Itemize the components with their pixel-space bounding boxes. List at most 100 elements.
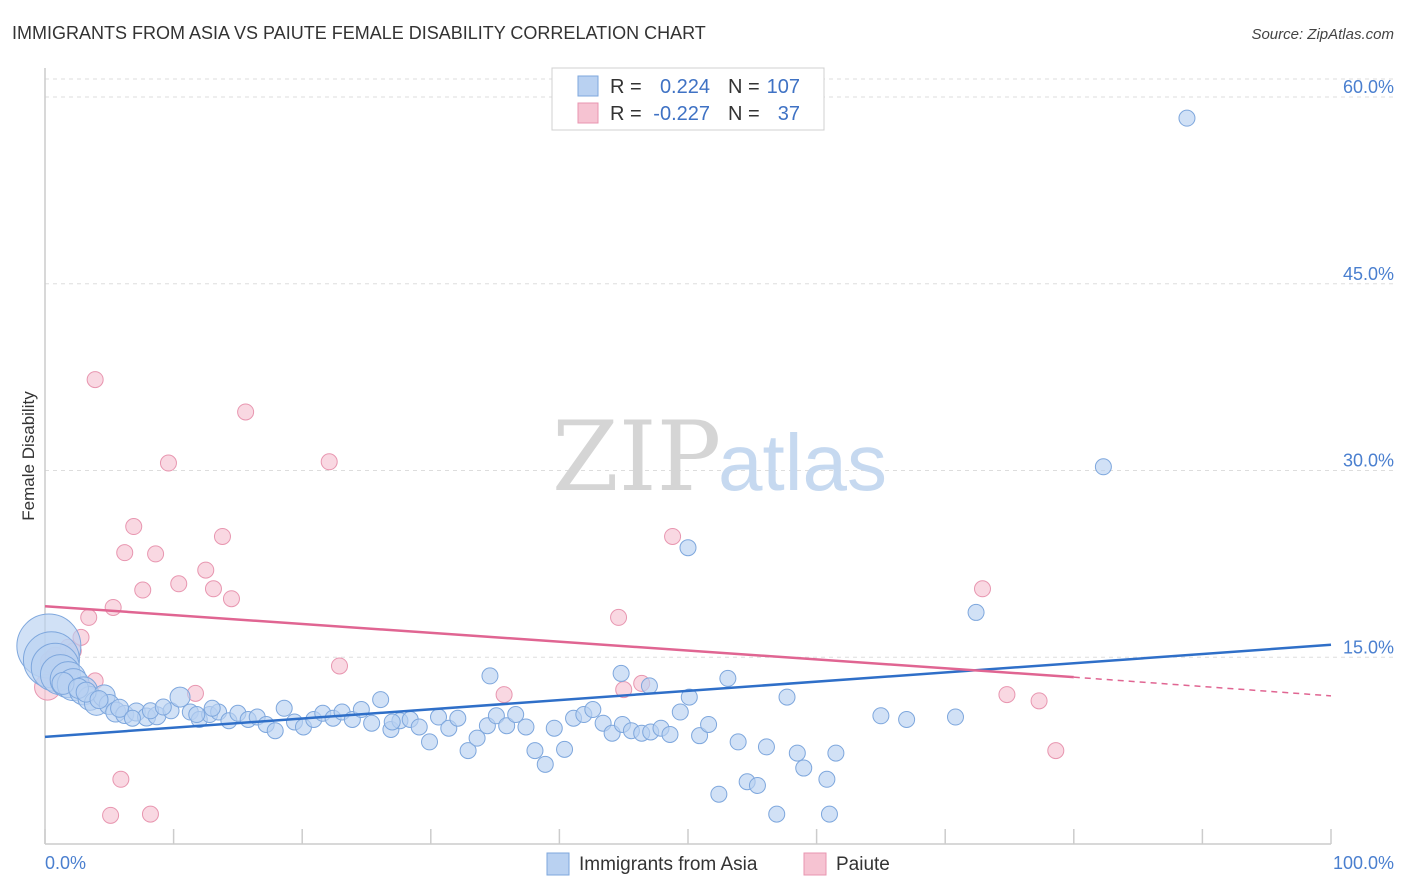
asia-point-46 <box>449 709 467 727</box>
asia-point-90 <box>778 688 796 706</box>
paiute-point-23 <box>213 527 231 545</box>
legend-r-label-asia: R = <box>610 76 642 98</box>
asia-point-94 <box>1094 458 1112 476</box>
asia-point-81 <box>612 664 630 682</box>
paiute-point-15 <box>134 581 152 599</box>
bottom-legend-swatch-paiute <box>803 852 827 876</box>
paiute-point-32 <box>495 686 513 704</box>
asia-point-57 <box>556 740 574 758</box>
asia-point-17 <box>169 686 191 708</box>
asia-point-84 <box>946 708 964 726</box>
y-axis-label: Female Disability <box>19 391 38 521</box>
asia-point-78 <box>757 738 775 756</box>
asia-point-68 <box>661 725 679 743</box>
legend-n-value-paiute: 37 <box>778 103 800 125</box>
asia-point-88 <box>820 805 838 823</box>
paiute-point-11 <box>112 770 130 788</box>
asia-points <box>16 109 1196 823</box>
x-tick-label-max: 100.0% <box>1333 853 1394 873</box>
asia-point-54 <box>526 742 544 760</box>
asia-point-71 <box>691 727 709 745</box>
bottom-legend-label-paiute: Paiute <box>836 854 890 875</box>
asia-point-53 <box>517 718 535 736</box>
legend-n-label-asia: N = <box>728 76 760 98</box>
asia-point-72 <box>700 715 718 733</box>
paiute-point-7 <box>80 608 98 626</box>
watermark-zip: ZIP <box>552 401 721 513</box>
legend-n-value-asia: 107 <box>767 76 800 98</box>
legend-r-label-paiute: R = <box>610 103 642 125</box>
paiute-point-28 <box>610 608 628 626</box>
paiute-point-36 <box>1047 742 1065 760</box>
paiute-point-13 <box>116 544 134 562</box>
paiute-point-25 <box>237 403 255 421</box>
asia-point-92 <box>898 711 916 728</box>
asia-point-60 <box>584 701 602 719</box>
bottom-legend-swatch-asia <box>546 852 570 876</box>
asia-point-37 <box>363 714 381 732</box>
paiute-point-16 <box>141 805 159 823</box>
y-tick-label-45: 45.0% <box>1343 264 1394 284</box>
asia-point-106 <box>383 713 401 731</box>
paiute-point-26 <box>320 453 338 471</box>
asia-point-27 <box>266 722 284 740</box>
y-axis-tick-labels: 15.0% 30.0% 45.0% 60.0% <box>1343 77 1394 657</box>
asia-point-83 <box>679 539 697 557</box>
paiute-point-10 <box>104 598 122 616</box>
legend-n-label-paiute: N = <box>728 103 760 125</box>
asia-point-38 <box>372 691 390 709</box>
source-label: Source: ZipAtlas.com <box>1251 26 1394 43</box>
paiute-point-17 <box>147 545 165 563</box>
asia-point-52 <box>507 706 525 724</box>
asia-point-42 <box>410 718 428 736</box>
asia-point-47 <box>459 742 477 760</box>
asia-point-101 <box>123 709 141 727</box>
asia-point-93 <box>967 603 985 621</box>
asia-trend-line <box>44 643 1332 739</box>
y-tick-label-30: 30.0% <box>1343 451 1394 471</box>
asia-point-77 <box>748 776 766 794</box>
chart-title: IMMIGRANTS FROM ASIA VS PAIUTE FEMALE DI… <box>12 23 706 43</box>
asia-point-80 <box>481 667 499 685</box>
asia-point-103 <box>154 698 172 716</box>
paiute-points <box>34 371 1065 824</box>
paiute-point-35 <box>1030 692 1048 710</box>
paiute-point-21 <box>197 561 215 579</box>
paiute-trend-line <box>44 604 1074 679</box>
asia-point-89 <box>827 744 845 762</box>
paiute-point-14 <box>125 518 143 536</box>
paiute-point-29 <box>615 681 633 699</box>
asia-point-73 <box>710 785 728 803</box>
asia-point-105 <box>203 699 221 717</box>
asia-point-69 <box>671 703 689 721</box>
asia-point-51 <box>498 717 516 735</box>
paiute-point-19 <box>170 575 188 593</box>
asia-point-50 <box>487 707 505 725</box>
asia-point-28 <box>275 699 293 717</box>
legend-swatch-paiute <box>577 102 599 124</box>
asia-point-48 <box>468 729 486 747</box>
paiute-point-31 <box>664 527 682 545</box>
asia-point-100 <box>110 698 130 718</box>
asia-point-79 <box>768 805 786 823</box>
asia-point-43 <box>421 733 439 751</box>
asia-point-85 <box>788 744 806 762</box>
paiute-point-27 <box>330 657 348 675</box>
asia-point-99 <box>89 690 109 710</box>
legend-swatch-asia <box>577 75 599 97</box>
asia-point-82 <box>640 677 658 695</box>
paiute-point-24 <box>222 590 240 608</box>
asia-point-91 <box>872 707 890 725</box>
paiute-point-18 <box>159 454 177 472</box>
paiute-point-33 <box>973 580 991 598</box>
paiute-trend-line-extension <box>1073 676 1332 697</box>
asia-point-86 <box>795 759 813 777</box>
asia-point-55 <box>536 755 554 773</box>
asia-point-75 <box>729 733 747 751</box>
asia-point-70 <box>680 688 698 706</box>
legend-r-value-asia: 0.224 <box>660 76 710 98</box>
x-tick-label-min: 0.0% <box>45 853 86 873</box>
asia-point-56 <box>545 719 563 737</box>
asia-point-95 <box>1178 109 1196 127</box>
bottom-legend-label-asia: Immigrants from Asia <box>579 854 758 875</box>
